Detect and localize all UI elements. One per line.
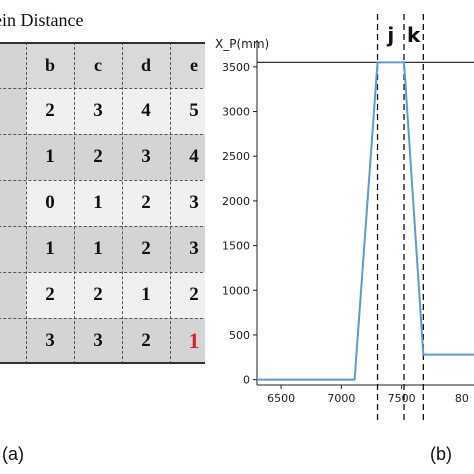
grid-divider bbox=[0, 226, 205, 227]
table-cell: 4 bbox=[170, 134, 205, 180]
y-tick-label: 2500 bbox=[222, 150, 250, 163]
table-cell: 5 bbox=[170, 88, 205, 134]
y-tick-label: 2000 bbox=[222, 195, 250, 208]
grid-divider bbox=[122, 42, 123, 364]
table-cell: 0 bbox=[26, 180, 74, 226]
table-cell bbox=[0, 226, 26, 272]
table-cell: 1 bbox=[122, 272, 170, 318]
panel-label-b: (b) bbox=[430, 444, 452, 464]
table-cell: 2 bbox=[26, 272, 74, 318]
table-cell: 2 bbox=[26, 88, 74, 134]
table-cell: 2 bbox=[74, 272, 122, 318]
marker-label-j: j bbox=[386, 23, 394, 47]
series-line bbox=[257, 61, 474, 381]
table-cell: 2 bbox=[74, 134, 122, 180]
table-cell bbox=[0, 180, 26, 226]
table-cell: 3 bbox=[170, 180, 205, 226]
y-tick-label: 0 bbox=[243, 374, 250, 387]
table-cell: 3 bbox=[122, 134, 170, 180]
y-tick-label: 1500 bbox=[222, 240, 250, 253]
grid-frame bbox=[0, 42, 205, 364]
table-cell bbox=[0, 318, 26, 364]
header-cell: c bbox=[74, 42, 122, 88]
x-tick-label: 6500 bbox=[267, 392, 295, 405]
table-cell: 2 bbox=[122, 226, 170, 272]
table-cell: 1 bbox=[74, 226, 122, 272]
grid-divider bbox=[170, 42, 171, 364]
grid-divider bbox=[74, 42, 75, 364]
panel-label-a: (a) bbox=[2, 444, 24, 464]
y-tick-label: 3000 bbox=[222, 106, 250, 119]
x-tick-label: 7000 bbox=[327, 392, 355, 405]
grid-divider bbox=[0, 272, 205, 273]
table-cell bbox=[0, 134, 26, 180]
y-tick-label: 500 bbox=[229, 329, 250, 342]
table-cell: 4 bbox=[122, 88, 170, 134]
table-cell: 3 bbox=[170, 226, 205, 272]
table-cell: 2 bbox=[122, 318, 170, 364]
header-cell: b bbox=[26, 42, 74, 88]
table-cell: 3 bbox=[26, 318, 74, 364]
table-cell: 2 bbox=[122, 180, 170, 226]
grid-divider bbox=[0, 318, 205, 319]
table-title: ein Distance bbox=[0, 10, 84, 30]
table-cell bbox=[0, 272, 26, 318]
header-cell: e bbox=[170, 42, 205, 88]
grid-divider bbox=[26, 42, 27, 364]
grid-divider bbox=[0, 88, 205, 89]
table-cell: 1 bbox=[26, 226, 74, 272]
x-tick-label: 80 bbox=[455, 392, 469, 405]
header-cell: d bbox=[122, 42, 170, 88]
grid-divider bbox=[0, 134, 205, 135]
table-cell: 1 bbox=[170, 318, 205, 364]
table-cell: 2 bbox=[170, 272, 205, 318]
x-tick-label: 7500 bbox=[388, 392, 416, 405]
position-chart: X_P(mm) 0 500 1000 1500 2000 2500 3000 3500 6500 7… bbox=[215, 14, 474, 424]
marker-label-k: k bbox=[407, 23, 421, 47]
table-cell: 1 bbox=[26, 134, 74, 180]
table-cell bbox=[0, 88, 26, 134]
y-tick-label: 3500 bbox=[222, 61, 250, 74]
grid-divider bbox=[0, 180, 205, 181]
table-cell: 3 bbox=[74, 88, 122, 134]
header-cell bbox=[0, 42, 26, 88]
table-cell: 1 bbox=[74, 180, 122, 226]
y-tick-label: 1000 bbox=[222, 284, 250, 297]
y-axis-label: X_P(mm) bbox=[215, 37, 269, 51]
table-cell: 3 bbox=[74, 318, 122, 364]
